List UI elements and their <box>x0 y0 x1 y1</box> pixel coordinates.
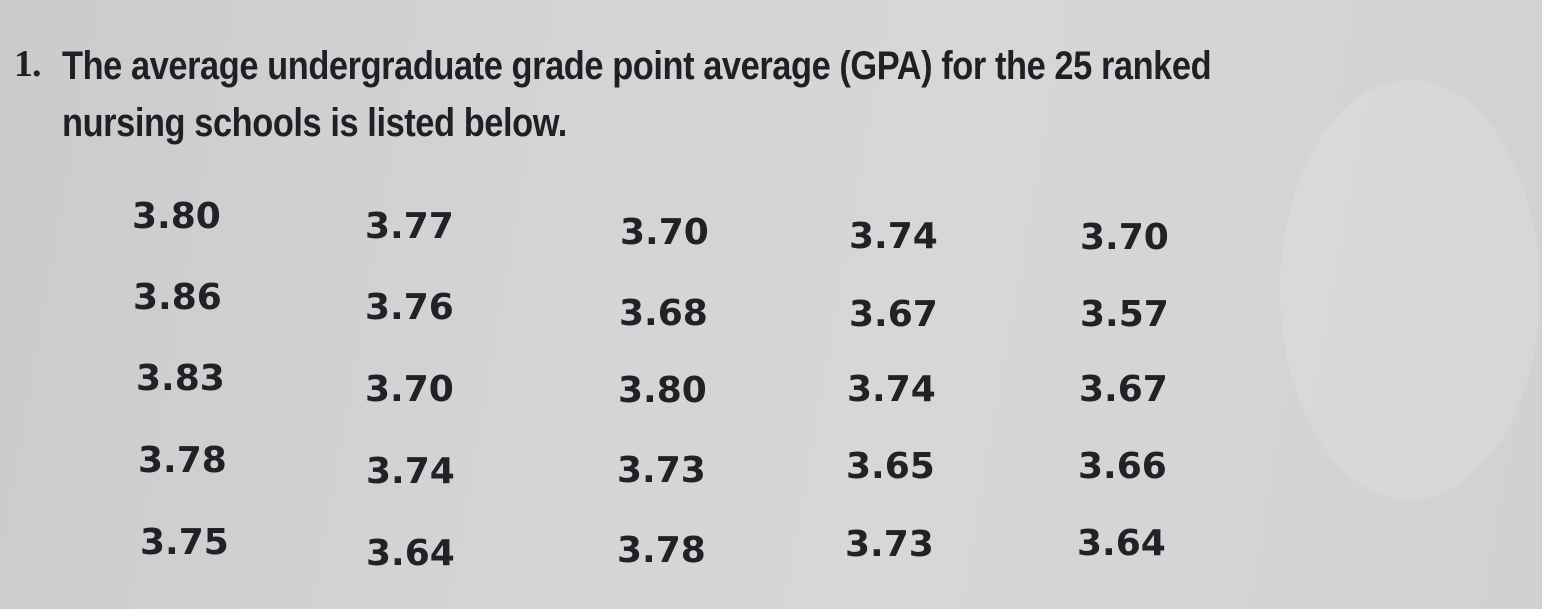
gpa-cell-r1-c4: 3.74 <box>849 216 938 257</box>
gpa-cell-r2-c4: 3.67 <box>849 294 938 335</box>
gpa-cell-r2-c3: 3.68 <box>619 293 708 334</box>
gpa-cell-r4-c3: 3.73 <box>617 450 706 491</box>
gpa-cell-r1-c2: 3.77 <box>365 206 454 247</box>
gpa-cell-r5-c3: 3.78 <box>617 530 706 571</box>
gpa-cell-r3-c4: 3.74 <box>847 369 936 410</box>
gpa-cell-r2-c5: 3.57 <box>1080 294 1169 335</box>
gpa-cell-r5-c5: 3.64 <box>1077 523 1166 564</box>
gpa-cell-r5-c4: 3.73 <box>845 524 934 565</box>
gpa-cell-r3-c1: 3.83 <box>136 358 225 399</box>
gpa-cell-r1-c5: 3.70 <box>1080 217 1169 258</box>
gpa-cell-r1-c3: 3.70 <box>620 212 709 253</box>
gpa-cell-r4-c4: 3.65 <box>846 446 935 487</box>
gpa-cell-r3-c5: 3.67 <box>1079 369 1168 410</box>
paper-highlight <box>1280 80 1540 500</box>
gpa-cell-r2-c2: 3.76 <box>365 287 454 328</box>
gpa-cell-r5-c2: 3.64 <box>366 533 455 574</box>
question-text-line-2: nursing schools is listed below. <box>62 101 567 145</box>
gpa-cell-r4-c1: 3.78 <box>138 440 227 481</box>
gpa-cell-r2-c1: 3.86 <box>133 277 222 318</box>
gpa-cell-r3-c2: 3.70 <box>365 369 454 410</box>
question-text-line-1: The average undergraduate grade point av… <box>62 44 1212 88</box>
gpa-cell-r4-c5: 3.66 <box>1078 446 1167 487</box>
gpa-cell-r1-c1: 3.80 <box>132 196 221 237</box>
gpa-cell-r4-c2: 3.74 <box>366 451 455 492</box>
problem-number: 1. <box>14 43 41 85</box>
gpa-cell-r5-c1: 3.75 <box>140 522 229 563</box>
gpa-cell-r3-c3: 3.80 <box>618 370 707 411</box>
